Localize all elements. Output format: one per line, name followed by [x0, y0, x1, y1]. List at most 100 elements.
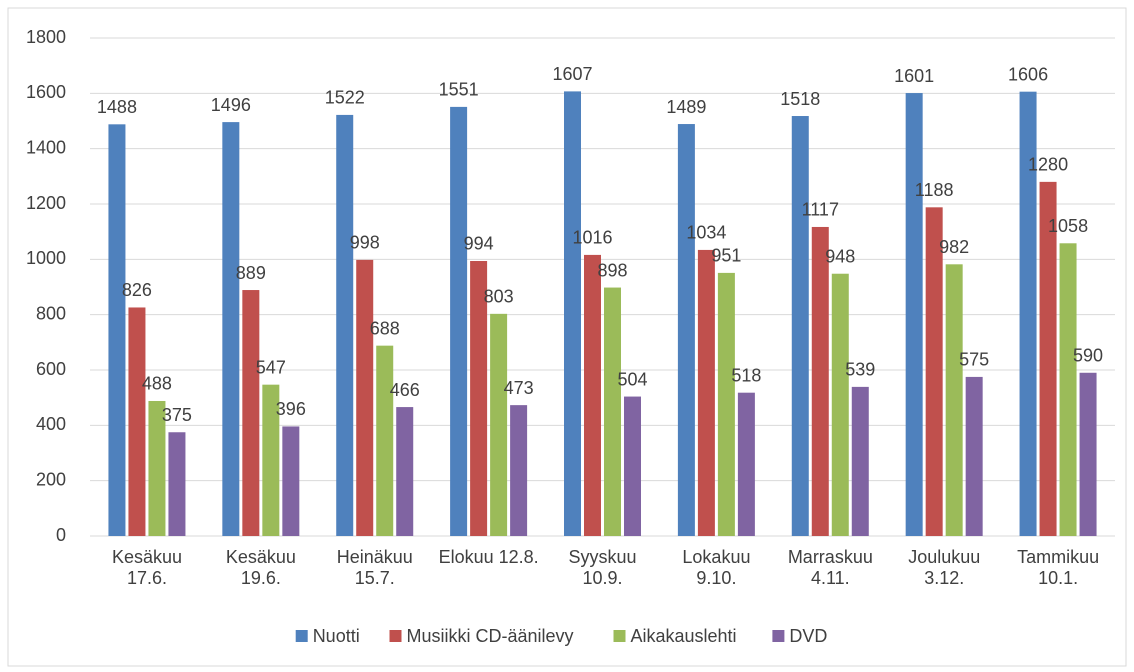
y-tick-label: 1200 [26, 193, 66, 213]
bar [791, 116, 809, 537]
bar [737, 392, 755, 536]
value-label: 539 [845, 360, 875, 380]
bar [1019, 91, 1037, 536]
bar [564, 91, 581, 536]
value-label: 889 [236, 263, 266, 283]
x-tick-label: Tammikuu 10.1. [1017, 547, 1100, 588]
value-label: 1034 [686, 223, 726, 243]
bar [242, 290, 260, 536]
value-label: 1607 [552, 64, 592, 84]
y-tick-label: 1400 [26, 137, 66, 157]
value-label: 488 [142, 374, 172, 394]
x-tick-label: Elokuu 12.8. [438, 547, 539, 567]
y-tick-label: 800 [36, 303, 66, 323]
bar [396, 407, 414, 536]
value-label: 466 [390, 380, 420, 400]
value-label: 1496 [211, 95, 251, 115]
bar [282, 426, 300, 536]
value-label: 590 [1073, 346, 1103, 366]
bar [1059, 243, 1077, 536]
value-label: 396 [276, 399, 306, 419]
bar [148, 400, 166, 536]
bar [925, 207, 943, 536]
bar [697, 249, 715, 536]
value-label: 1489 [666, 97, 706, 117]
bar [336, 114, 354, 536]
value-label: 1488 [97, 97, 137, 117]
value-label: 994 [464, 234, 494, 254]
bar [1039, 181, 1057, 536]
value-label: 504 [617, 369, 647, 389]
bar [851, 386, 869, 536]
value-label: 1518 [780, 89, 820, 109]
value-label: 803 [484, 287, 514, 307]
bar [1079, 372, 1097, 536]
bar [717, 272, 735, 536]
legend-label: Aikakauslehti [631, 626, 737, 646]
x-tick-label: Joulukuu 3.12. [908, 547, 981, 588]
value-label: 1117 [802, 200, 839, 220]
y-tick-label: 1000 [26, 248, 66, 268]
value-label: 1522 [325, 88, 365, 108]
value-label: 688 [370, 318, 400, 338]
bar [831, 273, 849, 536]
value-label: 1016 [572, 228, 612, 248]
value-label: 1188 [915, 180, 954, 200]
value-label: 518 [731, 365, 761, 385]
bar [470, 260, 488, 536]
bar [677, 124, 695, 536]
bar [376, 345, 394, 536]
bar [584, 254, 601, 536]
bar [168, 432, 186, 536]
bar [965, 376, 983, 536]
y-tick-label: 0 [56, 525, 66, 545]
value-label: 1606 [1008, 64, 1048, 84]
y-tick-label: 1800 [26, 27, 66, 47]
legend-swatch [389, 630, 402, 642]
x-tick-label: Heinäkuu 15.7. [336, 547, 413, 588]
x-tick-label: Kesäkuu 17.6. [111, 547, 183, 588]
bar [945, 264, 963, 536]
bar [905, 93, 923, 536]
value-label: 1058 [1048, 216, 1088, 236]
bar [604, 287, 621, 536]
frame [7, 7, 1127, 667]
x-tick-label: Syyskuu 10.9. [568, 547, 637, 588]
value-label: 1280 [1028, 155, 1068, 175]
bar [356, 259, 374, 536]
value-label: 951 [711, 246, 741, 266]
bar [624, 396, 641, 536]
value-label: 948 [825, 246, 855, 266]
value-label: 473 [504, 378, 534, 398]
legend-swatch [295, 630, 308, 642]
legend-swatch [613, 630, 626, 642]
bar [262, 384, 280, 536]
value-label: 375 [162, 405, 192, 425]
legend-label: DVD [789, 626, 827, 646]
y-tick-label: 600 [36, 359, 66, 379]
y-tick-label: 1600 [26, 82, 66, 102]
value-label: 1601 [894, 66, 934, 86]
x-tick-label: Kesäkuu 19.6. [225, 547, 296, 588]
bar [222, 122, 240, 537]
bar [450, 106, 468, 536]
value-label: 1551 [439, 80, 479, 100]
legend-swatch [772, 630, 785, 642]
value-label: 547 [256, 357, 286, 377]
value-label: 998 [350, 233, 380, 253]
bar [128, 307, 146, 536]
x-tick-label: Lokakuu 9.10. [682, 547, 751, 588]
bar [811, 226, 829, 537]
bar [510, 405, 528, 536]
bar [490, 313, 508, 536]
legend-label: Musiikki CD-äänilevy [407, 626, 574, 646]
value-label: 982 [939, 237, 969, 257]
y-tick-label: 200 [36, 469, 66, 489]
value-label: 898 [597, 260, 627, 280]
bar [108, 124, 126, 536]
x-tick-label: Marraskuu 4.11. [787, 547, 873, 588]
value-label: 575 [959, 350, 989, 370]
legend-label: Nuotti [313, 626, 360, 646]
